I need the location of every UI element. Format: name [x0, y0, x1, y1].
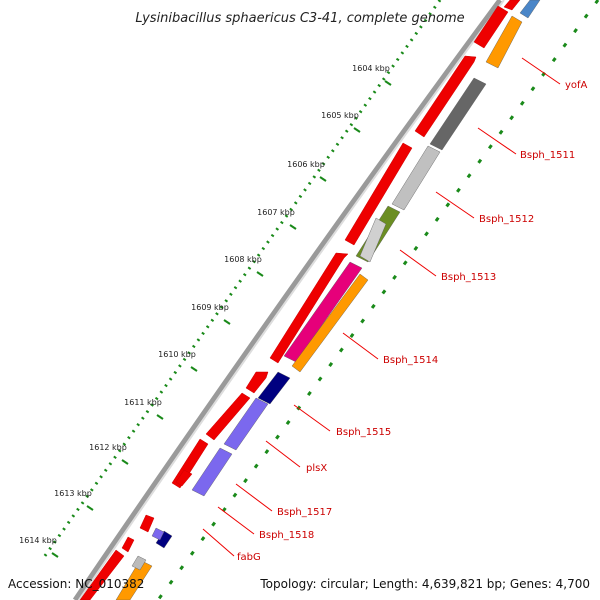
kbp-tick-mark — [51, 552, 59, 558]
gene-forward — [79, 549, 125, 600]
summary-text: Topology: circular; Length: 4,639,821 bp… — [259, 577, 590, 591]
gene-label: Bsph_1517 — [277, 507, 332, 518]
kbp-tick-label: 1614 kbp — [19, 536, 57, 545]
gene-Bsph_1515 — [257, 371, 291, 405]
gene-label: fabG — [237, 552, 261, 563]
gene-label: Bsph_1518 — [259, 530, 314, 541]
gene-forward — [245, 371, 269, 394]
gene-labels: yofA Bsph_1511 Bsph_1512 Bsph_1513 Bsph_1514… — [202, 57, 588, 563]
kbp-tick-mark — [384, 80, 392, 86]
kbp-tick-label: 1612 kbp — [89, 443, 127, 452]
kbp-tick-label: 1613 kbp — [54, 489, 92, 498]
gene-leader-line — [265, 440, 301, 468]
gene-leader-line — [202, 528, 235, 557]
outer-dotted-ring — [40, 0, 442, 561]
gene-Bsph_1511 — [429, 77, 487, 151]
kbp-tick-mark — [289, 224, 297, 230]
gene-leader-line — [399, 249, 437, 277]
gene-forward — [121, 536, 135, 553]
reverse-genes — [115, 0, 541, 600]
accession-text: Accession: NC_010382 — [8, 577, 144, 591]
gene-leader-line — [435, 191, 475, 219]
gene-label: Bsph_1511 — [520, 150, 575, 161]
map-title: Lysinibacillus sphaericus C3-41, complet… — [135, 11, 464, 26]
kbp-tick-label: 1611 kbp — [124, 398, 162, 407]
kbp-tick-label: 1606 kbp — [287, 160, 325, 169]
kbp-tick-mark — [353, 127, 361, 133]
kbp-tick-mark — [256, 271, 264, 277]
gene-Bsph_1513-part — [359, 217, 387, 263]
kbp-tick-label: 1609 kbp — [191, 303, 229, 312]
gene-label: Bsph_1513 — [441, 272, 496, 283]
gene-label: Bsph_1514 — [383, 355, 438, 366]
backbone-ring-inner — [78, 0, 505, 600]
forward-genes — [79, 0, 521, 600]
gene-blue — [519, 0, 541, 19]
gene-label: plsX — [306, 463, 327, 474]
gene-forward — [205, 392, 251, 441]
gene-label: Bsph_1515 — [336, 427, 391, 438]
gene-leader-line — [477, 127, 517, 155]
kbp-tick-label: 1605 kbp — [321, 111, 359, 120]
gene-forward — [175, 469, 193, 487]
kbp-tick-label: 1608 kbp — [224, 255, 262, 264]
gene-leader-line — [342, 332, 379, 360]
gene-fabG — [151, 527, 165, 541]
gene-forward — [344, 142, 413, 246]
kbp-tick-mark — [121, 459, 129, 465]
gene-forward — [503, 0, 521, 11]
gene-label: Bsph_1512 — [479, 214, 534, 225]
gene-Bsph_1514-part — [291, 273, 369, 373]
gene-forward — [269, 252, 349, 364]
gene-Bsph_1517 — [191, 447, 233, 497]
gene-forward — [139, 514, 155, 533]
kbp-tick-mark — [190, 366, 198, 372]
kbp-tick-label: 1610 kbp — [158, 350, 196, 359]
gene-leader-line — [293, 404, 331, 432]
kbp-tick-label: 1604 kbp — [352, 64, 390, 73]
gene-leader-line — [521, 57, 561, 85]
inner-dashed-ring — [156, 0, 600, 600]
tick-labels: 1604 kbp 1605 kbp 1606 kbp 1607 kbp 1608 kbp… — [19, 64, 392, 558]
gene-yofA — [485, 15, 523, 69]
gene-leader-line — [235, 483, 273, 512]
kbp-tick-mark — [319, 176, 327, 182]
gene-bottom-grey — [131, 555, 147, 571]
gene-leader-line — [217, 506, 255, 535]
gene-forward — [473, 5, 509, 49]
kbp-tick-label: 1607 kbp — [257, 208, 295, 217]
gene-label: yofA — [565, 80, 588, 91]
kbp-tick-mark — [223, 319, 231, 325]
gene-Bsph_1518 — [155, 530, 173, 549]
gene-Bsph_1512 — [391, 145, 441, 211]
kbp-tick-mark — [156, 414, 164, 420]
kbp-tick-mark — [86, 505, 94, 511]
gene-plsX — [223, 397, 269, 451]
gene-forward — [414, 55, 477, 138]
backbone-ring — [72, 0, 503, 600]
